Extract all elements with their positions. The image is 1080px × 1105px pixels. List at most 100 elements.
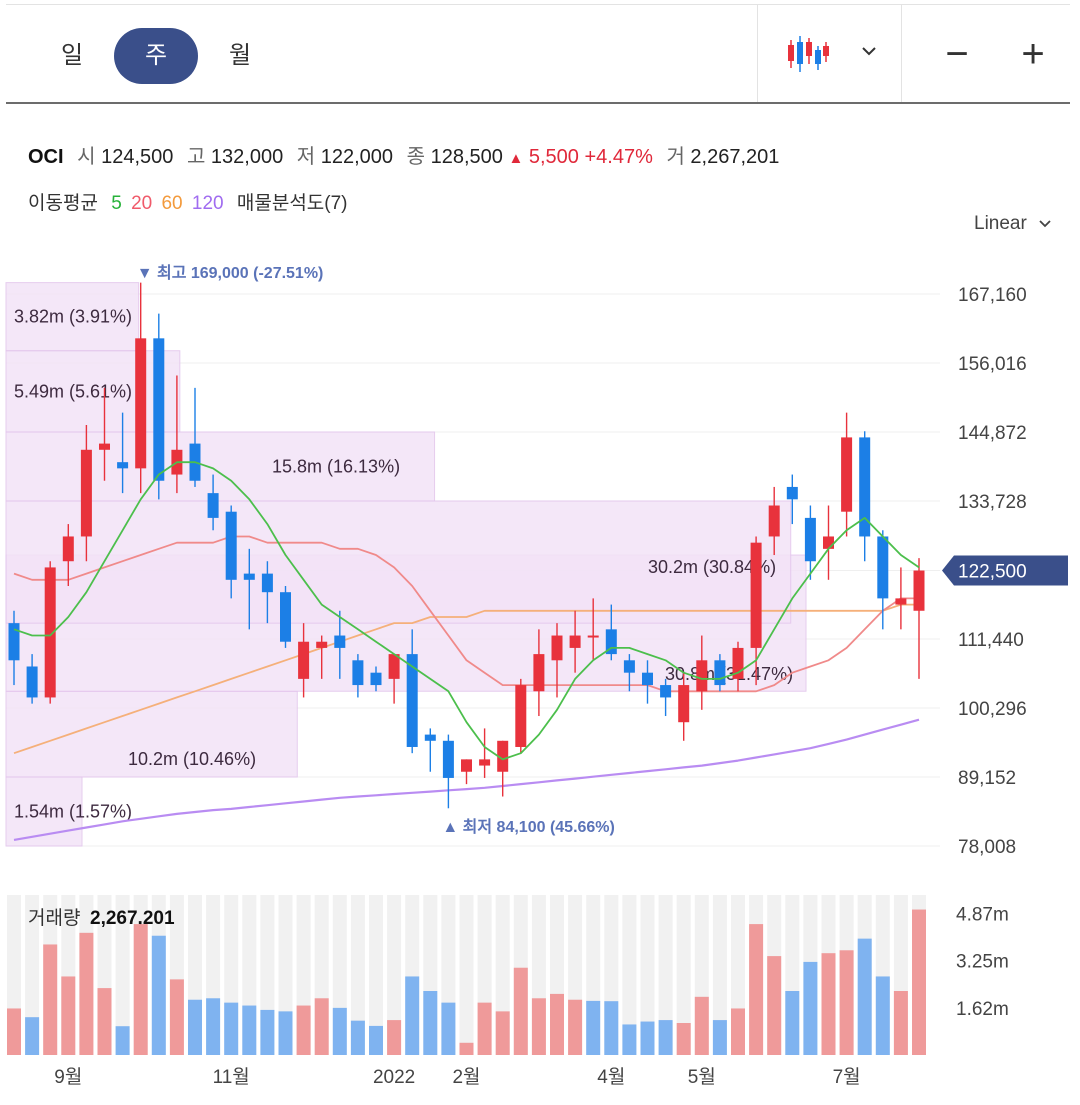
volume-bar bbox=[387, 1020, 402, 1055]
volume-bar-background bbox=[151, 895, 166, 1055]
candle-body bbox=[859, 437, 871, 537]
scale-selector-label: Linear bbox=[974, 213, 1027, 234]
volume-title: 거래량 bbox=[28, 907, 80, 929]
volume-bar bbox=[43, 944, 58, 1055]
candle-body bbox=[461, 759, 472, 772]
toolbar-divider bbox=[757, 4, 758, 102]
volume-bar bbox=[405, 976, 420, 1055]
open-value: 124,500 bbox=[101, 146, 174, 168]
volume-profile-label: 30.2m (30.84%) bbox=[648, 557, 776, 577]
volume-bar bbox=[839, 950, 854, 1055]
y-tick-label: 100,296 bbox=[958, 699, 1027, 720]
volume-bar-background bbox=[785, 895, 800, 1055]
candle-body bbox=[352, 660, 364, 686]
candle-body bbox=[8, 623, 20, 661]
moving-average-legend[interactable]: 이동평균 5 20 60 120 매물분석도(7) bbox=[28, 188, 348, 215]
volume-bar bbox=[115, 1026, 130, 1055]
volume-bar-background bbox=[803, 895, 818, 1055]
volume-bar bbox=[912, 909, 926, 1055]
volume-bar-background bbox=[43, 895, 58, 1055]
volume-bar bbox=[731, 1008, 745, 1055]
volume-profile-label: 10.2m (10.46%) bbox=[128, 749, 256, 769]
candle-body bbox=[750, 542, 762, 648]
candlestick-icon-graphic bbox=[788, 36, 829, 72]
volume-bar bbox=[206, 998, 221, 1055]
ma5-label: 5 bbox=[111, 193, 122, 214]
volume-bar bbox=[622, 1024, 637, 1055]
period-tab-day[interactable]: 일 bbox=[60, 42, 84, 69]
candle-body bbox=[732, 647, 744, 679]
volume-profile-bar bbox=[5, 431, 436, 502]
zoom-in-button[interactable]: + bbox=[1021, 32, 1045, 76]
scale-selector[interactable]: Linear bbox=[974, 213, 1052, 235]
volume-bar bbox=[423, 991, 438, 1055]
candle-body bbox=[189, 443, 201, 481]
volume-bar bbox=[893, 991, 908, 1055]
candle-body bbox=[370, 672, 382, 686]
volume-bar bbox=[477, 1002, 492, 1055]
volume-bar bbox=[441, 1002, 456, 1055]
volume-bar bbox=[459, 1042, 474, 1055]
candle-body bbox=[26, 666, 38, 698]
y-tick-label: 133,728 bbox=[958, 492, 1027, 513]
x-tick-label: 4월 bbox=[597, 1066, 625, 1088]
volume-profile-label: 5.49m (5.61%) bbox=[14, 381, 132, 401]
volume-label: 거 bbox=[666, 146, 685, 168]
candle-body bbox=[406, 654, 418, 747]
volume-bar-background bbox=[767, 895, 782, 1055]
ma60-line bbox=[13, 603, 919, 755]
candle-body bbox=[913, 570, 925, 611]
candle-body bbox=[841, 437, 853, 512]
x-tick-label: 11월 bbox=[213, 1066, 250, 1088]
chevron-down-icon[interactable] bbox=[860, 44, 878, 56]
volume-profile-label[interactable]: 매물분석도(7) bbox=[236, 193, 348, 214]
candle-body bbox=[895, 598, 907, 605]
volume-bar bbox=[586, 1000, 601, 1055]
volume-bar bbox=[369, 1025, 383, 1055]
volume-value: 2,267,201 bbox=[690, 146, 780, 168]
candle-body bbox=[823, 536, 834, 549]
chart-toolbar: 일 주 월 − + bbox=[0, 0, 1080, 104]
volume-bar bbox=[133, 924, 148, 1055]
toolbar-divider bbox=[901, 4, 902, 102]
chevron-down-icon-graphic bbox=[862, 47, 876, 56]
volume-bar-background bbox=[622, 895, 637, 1055]
candlestick-icon[interactable] bbox=[786, 34, 830, 74]
volume-tick-label: 1.62m bbox=[956, 999, 1009, 1020]
toolbar-bottom-rule bbox=[6, 102, 1070, 104]
volume-bar bbox=[188, 999, 202, 1055]
volume-bar-background bbox=[350, 895, 365, 1055]
volume-bar bbox=[242, 1005, 257, 1055]
candle-body bbox=[623, 660, 635, 673]
period-tab-week[interactable]: 주 bbox=[114, 28, 198, 84]
zoom-out-button[interactable]: − bbox=[945, 32, 969, 76]
volume-bar-background bbox=[839, 895, 854, 1055]
candle-body bbox=[243, 573, 255, 580]
change-percent: +4.47% bbox=[584, 146, 653, 168]
volume-panel bbox=[6, 895, 932, 1055]
low-label: 저 bbox=[296, 146, 316, 168]
current-price-label: 122,500 bbox=[958, 562, 1027, 583]
volume-bar-background bbox=[531, 895, 546, 1055]
candle-body bbox=[388, 654, 400, 679]
candle-body bbox=[587, 635, 599, 638]
volume-profile-bar bbox=[5, 776, 83, 847]
ma20-line bbox=[13, 535, 919, 693]
volume-profile-label: 30.8m (31.47%) bbox=[665, 664, 793, 684]
x-tick-label: 2월 bbox=[452, 1066, 480, 1088]
candle-body bbox=[479, 759, 491, 766]
period-tab-month[interactable]: 월 bbox=[228, 42, 252, 69]
volume-bar-background bbox=[278, 895, 293, 1055]
volume-profile-label: 1.54m (1.57%) bbox=[14, 802, 132, 822]
volume-profile-bar bbox=[5, 500, 792, 624]
volume-bar bbox=[676, 1023, 691, 1055]
ma120-line bbox=[13, 718, 920, 841]
volume-profile-label: 3.82m (3.91%) bbox=[14, 307, 132, 327]
volume-bar bbox=[749, 924, 764, 1055]
volume-bar bbox=[513, 967, 528, 1055]
volume-bar bbox=[550, 993, 564, 1055]
volume-bar bbox=[712, 1020, 727, 1055]
candle-body bbox=[714, 660, 726, 686]
volume-bar bbox=[332, 1007, 347, 1055]
volume-bar-background bbox=[133, 895, 148, 1055]
